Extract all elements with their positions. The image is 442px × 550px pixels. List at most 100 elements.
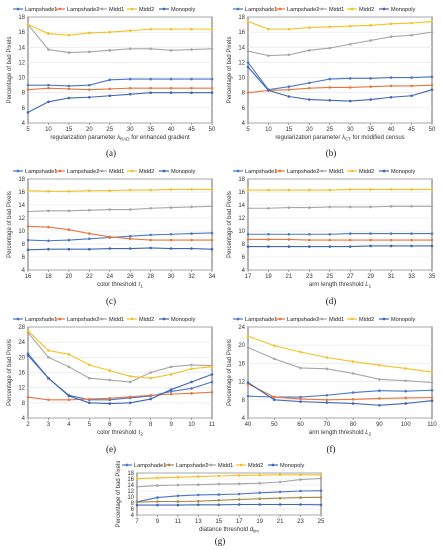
y-axis-title: Percentage of bad Pixels bbox=[7, 339, 13, 406]
data-point bbox=[246, 381, 250, 384]
data-point bbox=[369, 238, 372, 242]
series-line bbox=[247, 335, 433, 373]
data-point bbox=[246, 238, 250, 241]
legend-swatch-marker bbox=[162, 317, 166, 321]
data-point bbox=[410, 244, 413, 248]
legend-item-midd2: Midd2 bbox=[347, 169, 374, 175]
legend-item-midd2: Midd2 bbox=[347, 317, 374, 323]
data-point bbox=[190, 232, 193, 235]
data-point bbox=[190, 367, 193, 371]
y-tick-label: 24 bbox=[18, 340, 25, 346]
legend-label: Monopoly bbox=[171, 169, 195, 175]
series-line bbox=[27, 330, 213, 379]
data-point bbox=[258, 473, 261, 477]
data-point bbox=[156, 500, 159, 503]
legend-item-lampshade2: Lampshade2 bbox=[275, 169, 319, 175]
data-point bbox=[190, 247, 193, 250]
caption-b: (b) bbox=[325, 148, 337, 158]
x-tick-label: 40 bbox=[245, 422, 252, 428]
data-point bbox=[190, 91, 193, 95]
legend-item-midd2: Midd2 bbox=[347, 7, 374, 13]
x-tick-label: 6 bbox=[108, 422, 112, 428]
x-tick-label: 10 bbox=[188, 422, 195, 428]
legend-swatch-marker bbox=[130, 7, 134, 11]
legend-item-monopoly: Monopoly bbox=[159, 169, 195, 175]
series-midd1 bbox=[26, 205, 214, 213]
data-point bbox=[217, 503, 221, 507]
x-tick-label: 5 bbox=[88, 422, 92, 428]
y-tick-label: 12 bbox=[18, 60, 25, 66]
x-tick-label: 26 bbox=[127, 274, 134, 280]
y-axis-title: Percentage of bad Pixels bbox=[227, 339, 233, 406]
data-point bbox=[128, 380, 132, 384]
y-tick-label: 10 bbox=[238, 76, 245, 82]
legend-swatch-marker bbox=[100, 317, 104, 321]
legend-label: Lampshade2 bbox=[67, 169, 99, 175]
y-tick-label: 18 bbox=[18, 177, 25, 183]
data-point bbox=[128, 188, 132, 192]
y-tick-label: 16 bbox=[18, 371, 25, 377]
data-point bbox=[328, 205, 332, 209]
y-tick-label: 8 bbox=[242, 91, 246, 97]
series-line bbox=[27, 332, 213, 383]
legend-item-midd1: Midd1 bbox=[317, 7, 344, 13]
y-tick-label: 8 bbox=[22, 401, 26, 407]
data-point bbox=[210, 205, 214, 208]
data-point bbox=[210, 380, 214, 384]
chart-panel-g: Lampshade1 Lampshade2 Midd1 Midd2 Monopoly 4 6… bbox=[112, 458, 327, 536]
y-tick-label: 8 bbox=[22, 242, 26, 248]
x-tick-label: 70 bbox=[324, 422, 331, 428]
legend-label: Midd1 bbox=[329, 317, 344, 323]
data-point bbox=[135, 500, 139, 504]
y-tick-label: 12 bbox=[18, 216, 25, 222]
data-point bbox=[169, 206, 173, 209]
data-point bbox=[430, 83, 434, 87]
data-point bbox=[278, 490, 282, 494]
y-tick-label: 8 bbox=[22, 91, 26, 97]
data-point bbox=[246, 61, 250, 64]
y-tick-label: 28 bbox=[18, 325, 25, 331]
data-point bbox=[308, 245, 311, 248]
data-point bbox=[278, 503, 282, 506]
data-point bbox=[299, 473, 302, 477]
legend-item-midd2: Midd2 bbox=[236, 463, 263, 469]
y-tick-label: 20 bbox=[18, 355, 25, 361]
data-point bbox=[246, 232, 250, 236]
data-point bbox=[410, 188, 413, 191]
y-axis-title: Percentage of bad Pixels bbox=[227, 37, 233, 104]
data-point bbox=[299, 400, 302, 403]
legend-label: Monopoly bbox=[391, 7, 415, 13]
legend-label: Lampshade1 bbox=[25, 317, 57, 323]
data-point bbox=[190, 380, 193, 384]
chart-c-svg: Lampshade1 Lampshade2 Midd1 Midd2 Monopoly 4 6… bbox=[7, 169, 216, 289]
data-point bbox=[246, 394, 250, 398]
data-point bbox=[217, 499, 221, 502]
legend-label: Midd2 bbox=[359, 169, 374, 175]
legend-label: Lampshade1 bbox=[25, 7, 57, 13]
legend-item-midd1: Midd1 bbox=[97, 169, 124, 175]
data-point bbox=[135, 485, 139, 489]
data-point bbox=[26, 225, 30, 228]
legend-swatch-marker bbox=[320, 317, 324, 321]
data-point bbox=[308, 98, 311, 101]
y-tick-label: 6 bbox=[242, 255, 246, 261]
legend-label: Midd1 bbox=[329, 169, 344, 175]
data-point bbox=[169, 188, 173, 191]
data-point bbox=[190, 387, 193, 390]
data-point bbox=[26, 23, 30, 26]
y-axis-title: Percentage of bad Pixels bbox=[7, 191, 13, 258]
data-point bbox=[26, 352, 30, 355]
data-point bbox=[88, 189, 91, 192]
series-midd2 bbox=[135, 473, 323, 480]
data-point bbox=[404, 367, 408, 370]
y-tick-label: 6 bbox=[242, 106, 246, 112]
caption-d: (d) bbox=[325, 296, 337, 306]
legend-swatch-marker bbox=[350, 7, 354, 11]
legend-swatch-marker bbox=[16, 7, 20, 11]
data-point bbox=[410, 238, 413, 242]
caption-e: (e) bbox=[106, 444, 116, 454]
data-point bbox=[128, 208, 132, 211]
legend-label: Lampshade1 bbox=[245, 317, 277, 323]
legend-item-lampshade1: Lampshade1 bbox=[122, 463, 166, 469]
legend-label: Midd1 bbox=[218, 463, 233, 469]
